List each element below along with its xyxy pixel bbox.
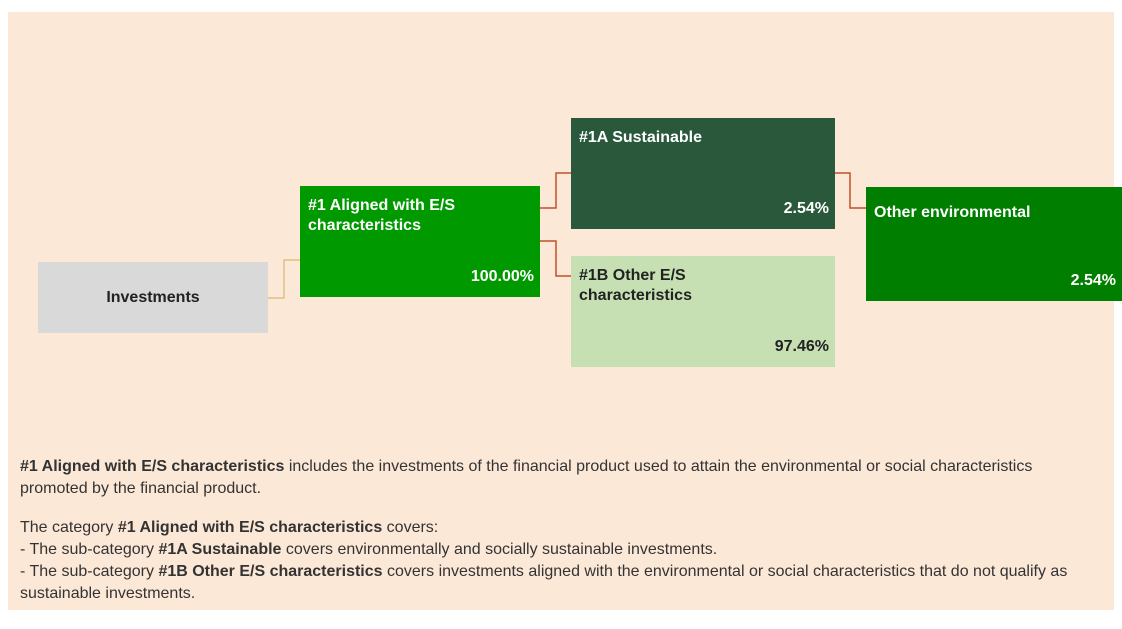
- note: - The sub-category #1A Sustainable cover…: [20, 539, 1095, 561]
- node: #1A Sustainable 2.54%: [571, 118, 835, 229]
- node-value: 2.54%: [1070, 272, 1116, 289]
- connector: [540, 172, 571, 209]
- node-label: Other environmental: [874, 204, 1031, 221]
- note-text: includes the investments of the financia…: [20, 458, 1033, 497]
- node-label: #1 Aligned with E/S characteristics: [308, 197, 455, 234]
- note-bold: #1 Aligned with E/S characteristics: [20, 458, 285, 475]
- note-bold: #1A Sustainable: [158, 541, 282, 558]
- connector: [268, 259, 300, 299]
- note: The category #1 Aligned with E/S charact…: [20, 517, 1095, 539]
- connector: [835, 172, 866, 209]
- node: #1B Other E/S characteristics 97.46%: [571, 256, 835, 367]
- connector: [540, 240, 571, 277]
- note-text: covers environmentally and socially sust…: [281, 541, 718, 558]
- node-label: Investments: [106, 289, 200, 306]
- node-value: 2.54%: [783, 200, 829, 217]
- node: #1 Aligned with E/S characteristics 100.0…: [300, 186, 540, 297]
- node-value: 97.46%: [774, 338, 829, 355]
- notes: #1 Aligned with E/S characteristics incl…: [20, 456, 1095, 605]
- node-label: #1B Other E/S characteristics: [579, 267, 692, 304]
- note: #1 Aligned with E/S characteristics incl…: [20, 456, 1095, 500]
- note-bold: #1 Aligned with E/S characteristics: [117, 519, 383, 536]
- note-text: covers investments aligned with the envi…: [20, 563, 1068, 602]
- note-bold: #1B Other E/S characteristics: [158, 563, 383, 580]
- note-text: - The sub-category: [20, 563, 159, 580]
- node-value: 100.00%: [470, 268, 534, 285]
- node-label: #1A Sustainable: [579, 129, 703, 146]
- node: Investments: [38, 262, 268, 333]
- note-text: The category: [20, 519, 118, 536]
- note: - The sub-category #1B Other E/S charact…: [20, 561, 1095, 605]
- note-text: covers:: [382, 519, 439, 536]
- node: Other environmental 2.54%: [866, 187, 1122, 301]
- note-text: - The sub-category: [20, 541, 159, 558]
